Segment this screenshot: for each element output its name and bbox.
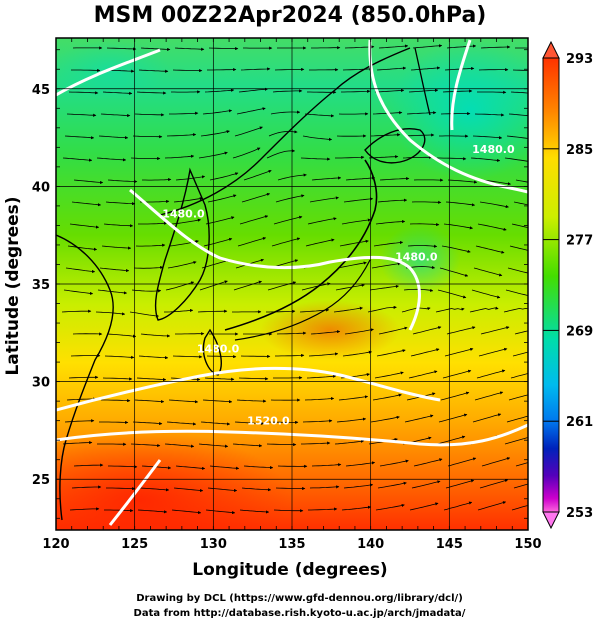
contour-label: 1520.0: [247, 415, 290, 428]
x-tick-label: 120: [42, 537, 69, 552]
contour-label: 1480.0: [162, 208, 205, 221]
x-tick-label: 130: [200, 537, 227, 552]
x-tick-label: 135: [278, 537, 305, 552]
colorbar-label: 285: [566, 143, 593, 158]
y-tick-label: 35: [32, 278, 50, 293]
y-tick-label: 30: [32, 376, 50, 391]
y-axis-ticks: 25 30 35 40 45: [32, 49, 528, 519]
colorbar-label: 253: [566, 506, 593, 521]
credit-drawing: Drawing by DCL (https://www.gfd-dennou.o…: [136, 593, 463, 604]
wind-streamlines: [61, 44, 528, 515]
y-tick-label: 25: [32, 473, 50, 488]
temperature-field: [56, 38, 528, 530]
colorbar-label: 277: [566, 234, 593, 249]
contour-labels: 1480.0 1480.0 1480.0 1480.0 1520.0: [162, 143, 515, 427]
x-tick-label: 145: [436, 537, 463, 552]
height-contours: [56, 39, 528, 526]
credit-data: Data from http://database.rish.kyoto-u.a…: [133, 608, 466, 619]
colorbar-label: 293: [566, 52, 593, 67]
colorbar-label: 269: [566, 324, 593, 339]
x-tick-label: 125: [121, 537, 148, 552]
x-tick-label: 150: [514, 537, 541, 552]
colorbar: 293 285 277 269 261 253: [542, 40, 593, 530]
colorbar-label: 261: [566, 415, 593, 430]
map-title: MSM 00Z22Apr2024 (850.0hPa): [94, 3, 487, 28]
contour-label: 1480.0: [472, 143, 515, 156]
x-tick-label: 140: [357, 537, 384, 552]
y-tick-label: 45: [32, 83, 50, 98]
contour-label: 1480.0: [197, 342, 240, 355]
x-axis-label: Longitude (degrees): [192, 560, 387, 580]
contour-label: 1480.0: [395, 251, 438, 264]
y-tick-label: 40: [32, 180, 50, 195]
y-axis-label: Latitude (degrees): [3, 196, 23, 375]
x-axis-ticks: 120 125 130 135 140 145 150: [42, 38, 542, 552]
